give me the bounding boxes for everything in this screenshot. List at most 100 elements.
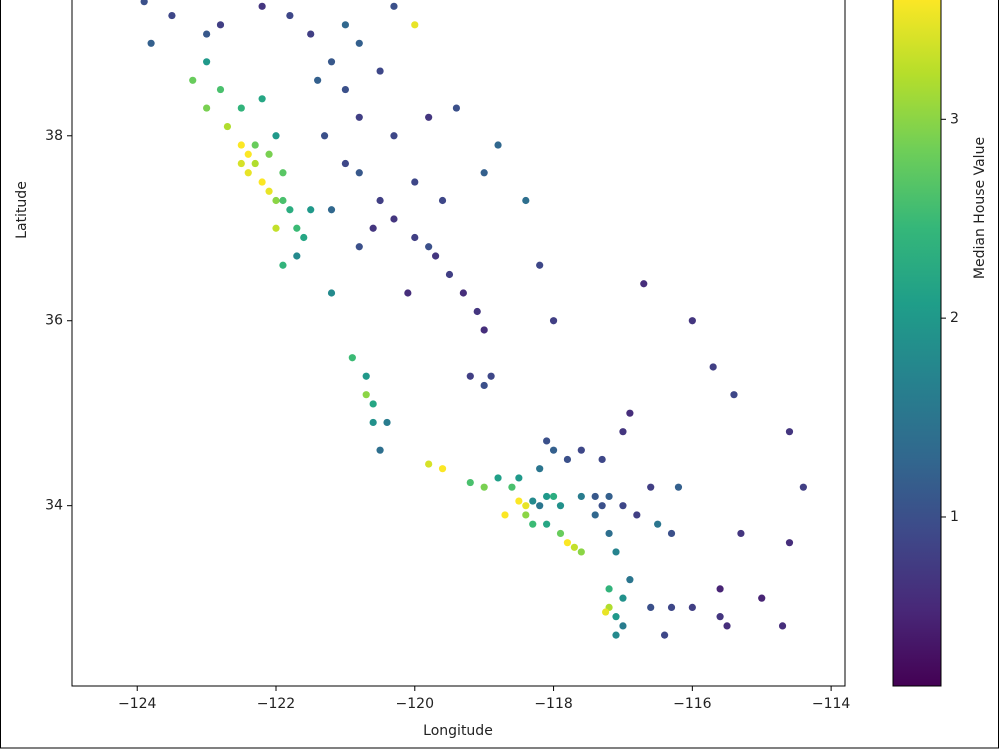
point (619, 622, 627, 630)
point (647, 603, 655, 611)
point (556, 529, 565, 538)
point (577, 548, 585, 556)
point (487, 372, 495, 380)
point (293, 252, 301, 260)
point (376, 196, 384, 205)
point (348, 354, 356, 362)
point (189, 76, 197, 84)
point (411, 21, 419, 29)
point (577, 446, 585, 454)
point (362, 391, 370, 399)
point (494, 141, 502, 149)
colorbar (892, 0, 942, 687)
point (459, 289, 467, 297)
point (286, 206, 294, 214)
point (640, 280, 648, 288)
point (674, 483, 683, 491)
point (369, 418, 377, 427)
point (549, 317, 558, 325)
point (466, 478, 474, 487)
point (598, 455, 606, 464)
point (785, 539, 794, 547)
point (140, 0, 148, 6)
point (369, 224, 377, 232)
point (556, 502, 565, 510)
point (286, 11, 294, 20)
point (626, 409, 634, 417)
point (362, 372, 370, 380)
point (376, 67, 384, 75)
point (355, 39, 363, 47)
point (147, 39, 155, 47)
point (577, 492, 585, 501)
x-tick-label: −114 (812, 696, 851, 712)
point (216, 21, 225, 29)
point (244, 150, 252, 158)
plot-frame (71, 0, 846, 687)
point (716, 613, 724, 621)
point (432, 252, 440, 260)
point (619, 428, 627, 436)
point (376, 446, 384, 454)
point (529, 520, 537, 528)
x-tick-label: −124 (118, 696, 157, 712)
point (307, 30, 315, 38)
point (438, 465, 447, 473)
point (203, 30, 211, 38)
point (307, 206, 315, 214)
point (369, 400, 377, 408)
point (327, 206, 336, 214)
x-tick-label: −118 (534, 696, 572, 712)
point (265, 187, 273, 195)
point (320, 132, 329, 140)
point (327, 58, 336, 66)
point (425, 113, 433, 121)
point (515, 474, 523, 482)
x-tick-label: −122 (257, 696, 295, 712)
point (425, 460, 433, 468)
point (667, 529, 676, 538)
point (647, 483, 655, 491)
x-tick-label: −116 (673, 696, 712, 712)
colorbar-label: Median House Value (972, 137, 988, 279)
point (758, 594, 766, 602)
point (258, 95, 266, 103)
point (522, 196, 530, 205)
point (591, 492, 599, 501)
colorbar-tick-label: 1 (950, 509, 959, 525)
point (536, 502, 544, 510)
point (279, 261, 287, 269)
point (438, 196, 447, 205)
point (390, 215, 398, 223)
point (598, 502, 606, 510)
point (709, 363, 717, 371)
point (785, 428, 794, 436)
y-tick-label: 34 (45, 498, 63, 514)
point (549, 492, 558, 501)
point (494, 474, 502, 482)
point (279, 169, 287, 177)
point (570, 543, 578, 551)
point (602, 608, 610, 616)
point (529, 497, 537, 505)
point (480, 483, 488, 491)
point (667, 603, 676, 611)
point (265, 150, 273, 158)
colorbar-tick-label: 3 (950, 111, 959, 127)
point (411, 178, 419, 186)
point (272, 224, 280, 232)
point (272, 132, 280, 140)
point (293, 224, 301, 232)
point (390, 2, 398, 10)
point (778, 622, 787, 630)
x-axis-label: Longitude (423, 723, 493, 739)
point (445, 270, 454, 279)
point (473, 307, 481, 316)
point (543, 492, 551, 501)
point (300, 233, 308, 242)
point (237, 159, 245, 168)
point (279, 196, 287, 205)
point (549, 446, 558, 454)
